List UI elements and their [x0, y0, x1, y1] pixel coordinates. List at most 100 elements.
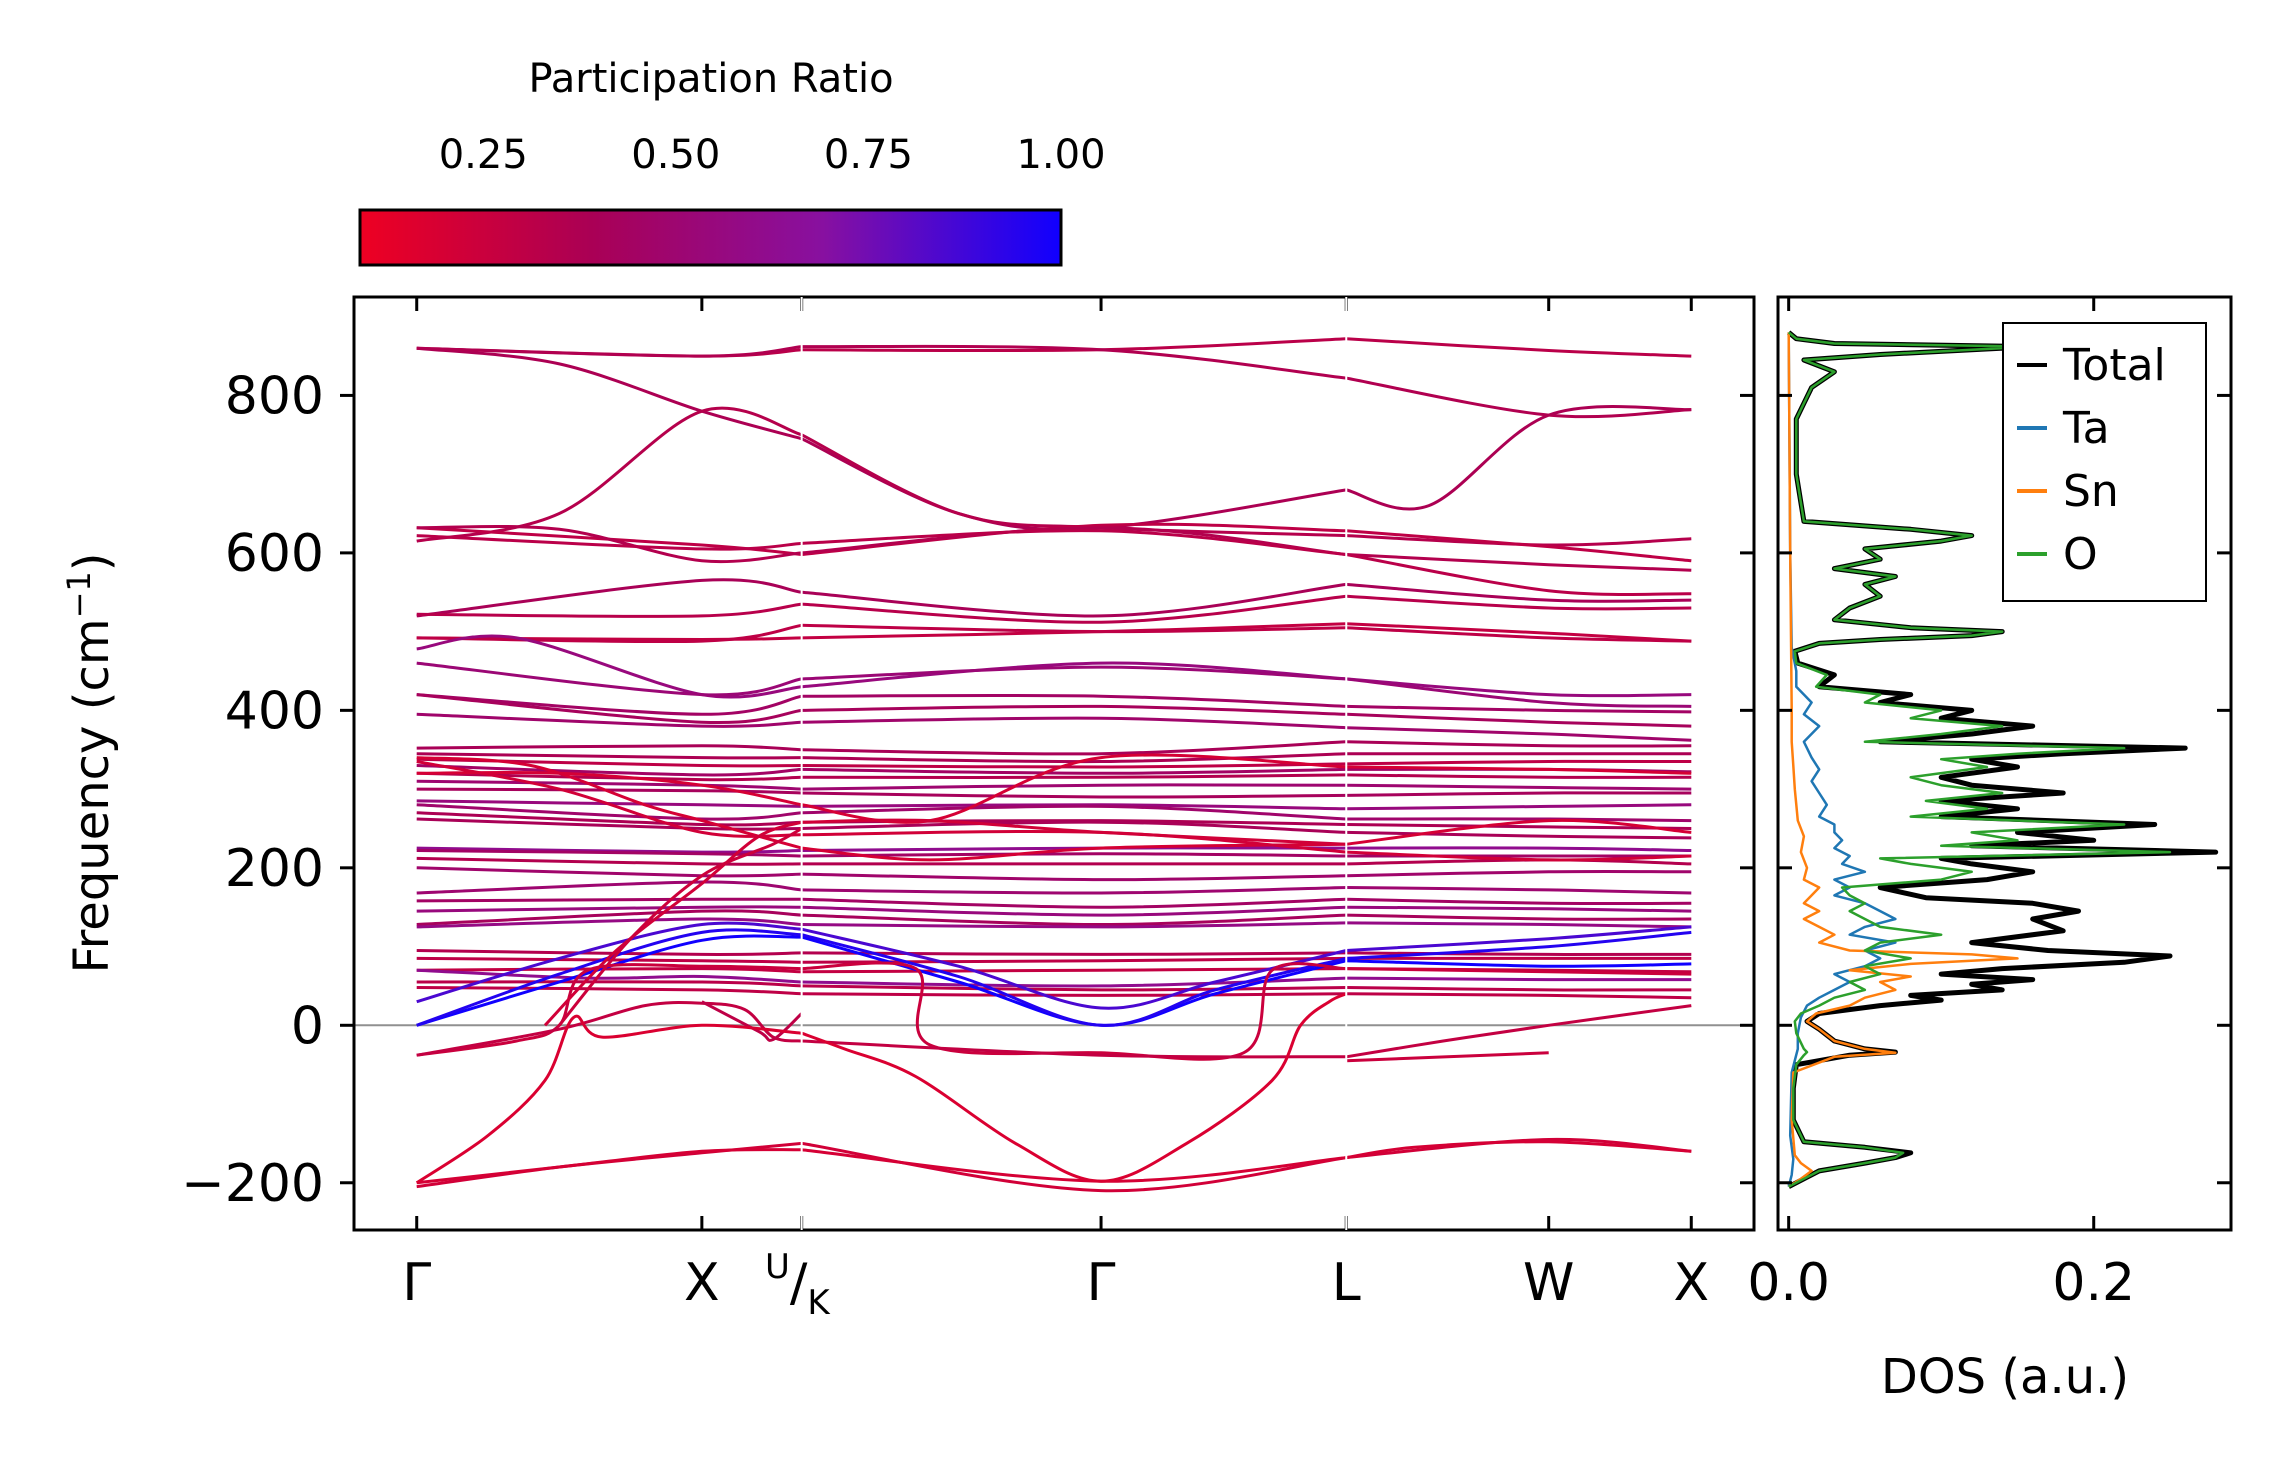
- phonon-band: [1346, 925, 1692, 952]
- phonon-band: [801, 842, 1347, 862]
- phonon-band: [701, 1000, 803, 1042]
- phonon-band: [801, 773, 1347, 779]
- legend-label-ta: Ta: [2062, 403, 2110, 454]
- phonon-band: [1346, 921, 1692, 929]
- phonon-band: [416, 849, 802, 858]
- uk-label: U/K: [765, 1247, 831, 1323]
- phonon-band: [801, 661, 1347, 689]
- phonon-band: [1346, 759, 1692, 766]
- phonon-band: [801, 967, 1347, 974]
- phonon-band: [801, 933, 1347, 1027]
- frequency-axis-ticks: −200 0 200 400 600 800: [181, 366, 1754, 1214]
- phonon-band: [416, 578, 802, 618]
- y-axis-label-sup: −1: [60, 571, 98, 618]
- dos-tick-label: 0.0: [1747, 1253, 1830, 1313]
- dos-line-sn: [1787, 332, 2019, 1188]
- phonon-band: [416, 634, 802, 699]
- y-axis-label: Frequency (cm−1): [60, 552, 120, 973]
- phonon-band: [1346, 677, 1692, 708]
- phonon-band: [801, 927, 1347, 1010]
- colorbar-tick-label: 0.75: [824, 132, 913, 178]
- phonon-band: [416, 905, 802, 913]
- phonon-band: [416, 897, 802, 903]
- phonon-band: [801, 762, 1347, 769]
- phonon-band: [801, 951, 1347, 956]
- kpoint-label: X: [684, 1253, 720, 1313]
- phonon-band: [1346, 783, 1692, 791]
- phonon-band: [801, 433, 1347, 538]
- y-axis-label-close: ): [64, 552, 120, 571]
- phonon-band: [1346, 726, 1692, 742]
- dos-frequency-ticks: [1778, 393, 2231, 1185]
- phonon-band: [416, 693, 802, 725]
- phonon-band: [416, 803, 802, 821]
- phonon-band: [801, 437, 1347, 531]
- phonon-band: [416, 534, 802, 551]
- phonon-band: [416, 526, 802, 556]
- kpoint-label: W: [1523, 1253, 1574, 1313]
- phonon-band: [1346, 791, 1692, 797]
- phonon-band: [801, 704, 1347, 716]
- phonon-band: [416, 811, 802, 827]
- phonon-band: [416, 770, 802, 807]
- phonon-band: [801, 961, 1347, 1061]
- phonon-band: [1346, 986, 1692, 992]
- phonon-band: [416, 764, 802, 777]
- phonon-band: [801, 753, 1347, 824]
- phonon-band: [801, 623, 1347, 634]
- phonon-band: [801, 752, 1347, 764]
- phonon-band: [801, 716, 1347, 730]
- phonon-band: [801, 852, 1347, 858]
- phonon-band: [801, 803, 1347, 811]
- colorbar-tick-label: 1.00: [1016, 132, 1105, 178]
- phonon-band: [416, 756, 803, 850]
- phonon-band: [1346, 930, 1692, 960]
- phonon-band: [801, 984, 1347, 992]
- phonon-band: [416, 345, 802, 358]
- phonon-band: [801, 740, 1347, 756]
- phonon-band: [416, 787, 802, 795]
- phonon-band: [1346, 830, 1692, 840]
- phonon-band: [416, 928, 802, 1027]
- phonon-band: [1346, 905, 1692, 913]
- phonon-band: [801, 905, 1347, 917]
- dos-series: [1787, 330, 2219, 1189]
- phonon-band: [1346, 704, 1692, 714]
- frequency-tick-label: 0: [291, 996, 324, 1056]
- colorbar-gradient: [358, 208, 1063, 267]
- phonon-band: [416, 661, 802, 697]
- phonon-band: [1346, 594, 1692, 611]
- phonon-band: [1346, 951, 1692, 957]
- phonon-band: [801, 693, 1347, 708]
- uk-label-sup: U: [765, 1247, 790, 1287]
- y-axis-label-main: Frequency (cm: [64, 618, 120, 973]
- phonon-band: [416, 752, 802, 760]
- phonon-band: [416, 602, 802, 618]
- kpoint-label: L: [1332, 1253, 1361, 1313]
- phonon-band: [1346, 1140, 1692, 1160]
- phonon-band: [801, 872, 1347, 882]
- kpoint-label: Γ: [402, 1253, 431, 1313]
- dos-x-axis-label: DOS (a.u.): [1881, 1349, 2129, 1405]
- phonon-band: [801, 897, 1347, 909]
- phonon-band: [416, 986, 802, 996]
- phonon-band: [1346, 897, 1692, 906]
- colorbar-tick-label: 0.25: [439, 132, 528, 178]
- phonon-band: [801, 767, 1347, 775]
- phonon-band: [1346, 677, 1692, 698]
- phonon-band: [416, 909, 802, 926]
- dos-panel: 0.0 0.2 DOS (a.u.) Total Ta Sn O: [1747, 295, 2233, 1405]
- legend-label-o: O: [2063, 529, 2098, 580]
- phonon-band: [1346, 1004, 1692, 1059]
- phonon-band: [416, 623, 802, 644]
- phonon-band: [416, 980, 802, 988]
- phonon-band: [416, 779, 802, 791]
- colorbar: Participation Ratio 0.25 0.50 0.75 1.00: [358, 56, 1106, 267]
- dos-legend: Total Ta Sn O: [2002, 322, 2207, 602]
- phonon-band: [1346, 553, 1692, 572]
- frequency-tick-label: −200: [181, 1154, 324, 1214]
- legend-label-sn: Sn: [2063, 466, 2119, 517]
